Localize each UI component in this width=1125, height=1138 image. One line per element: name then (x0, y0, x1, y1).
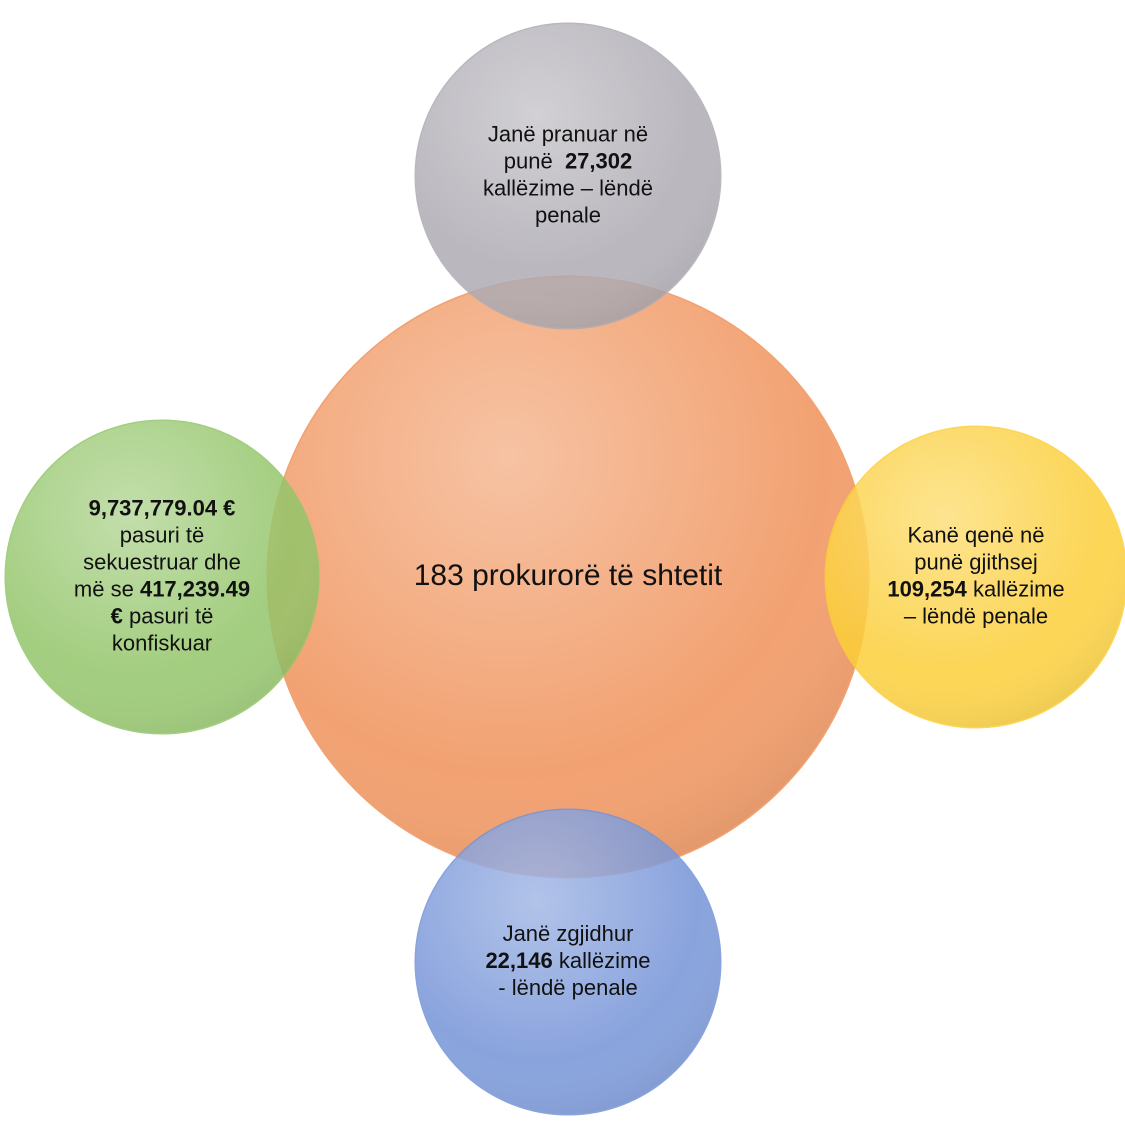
sheen (826, 427, 1125, 727)
text-segment: 417,239.49 (140, 576, 250, 601)
text-segment: më se (74, 576, 140, 601)
node-text: konfiskuar (112, 630, 212, 655)
node-text: punë gjithsej (914, 549, 1038, 574)
text-segment: konfiskuar (112, 630, 212, 655)
text-segment: kallëzime (967, 576, 1065, 601)
node-center (266, 275, 870, 879)
text-segment: Janë zgjidhur (503, 921, 634, 946)
node-text: 22,146 kallëzime (485, 948, 650, 973)
text-segment: kallëzime (553, 948, 651, 973)
node-text: € pasuri të (111, 603, 214, 628)
text-segment: punë gjithsej (914, 549, 1038, 574)
sheen (416, 24, 720, 328)
text-segment: pasuri të (120, 522, 204, 547)
text-segment: 27,302 (565, 148, 632, 173)
node-text: – lëndë penale (904, 603, 1048, 628)
text-segment: € (111, 603, 123, 628)
text-segment: Kanë qenë në (907, 522, 1044, 547)
text-segment: sekuestruar dhe (83, 549, 241, 574)
text-segment: - lëndë penale (498, 975, 637, 1000)
node-text: penale (535, 202, 601, 227)
node-right (824, 425, 1125, 729)
text-segment: – lëndë penale (904, 603, 1048, 628)
node-text: 109,254 kallëzime (887, 576, 1064, 601)
node-text: - lëndë penale (498, 975, 637, 1000)
sheen (6, 421, 318, 733)
node-bottom (414, 808, 722, 1116)
text-segment: 9,737,779.04 € (89, 495, 236, 520)
node-text: kallëzime – lëndë (483, 175, 653, 200)
node-text: pasuri të (120, 522, 204, 547)
node-text: Kanë qenë në (907, 522, 1044, 547)
node-text: punë 27,302 (504, 148, 632, 173)
sheen (268, 277, 868, 877)
text-segment: punë (504, 148, 565, 173)
node-top (414, 22, 722, 330)
node-left (4, 419, 320, 735)
text-segment: pasuri të (123, 603, 214, 628)
node-text: më se 417,239.49 (74, 576, 250, 601)
text-segment: kallëzime – lëndë (483, 175, 653, 200)
node-text: Janë pranuar në (488, 121, 648, 146)
text-segment: 183 prokurorë të shtetit (414, 559, 723, 592)
text-segment: 109,254 (887, 576, 967, 601)
node-text: Janë zgjidhur (503, 921, 634, 946)
node-text: 9,737,779.04 € (89, 495, 236, 520)
node-text: 183 prokurorë të shtetit (414, 559, 723, 592)
text-segment: 22,146 (485, 948, 552, 973)
text-segment: Janë pranuar në (488, 121, 648, 146)
text-segment: penale (535, 202, 601, 227)
node-text: sekuestruar dhe (83, 549, 241, 574)
sheen (416, 810, 720, 1114)
